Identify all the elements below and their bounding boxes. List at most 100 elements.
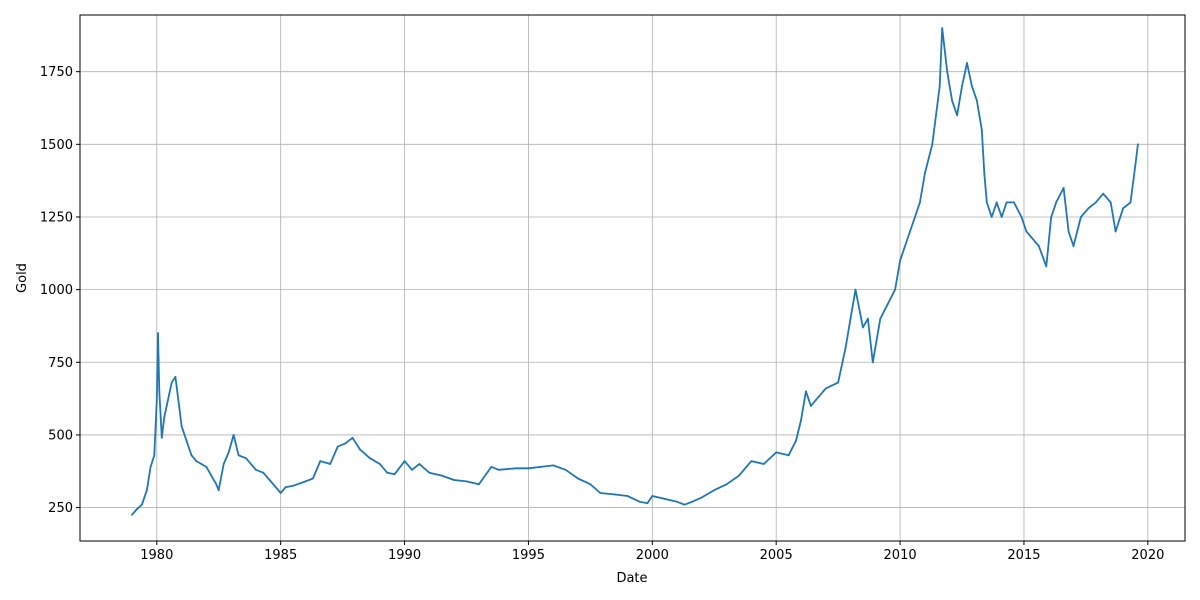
data-point	[938, 85, 941, 88]
data-point	[262, 471, 265, 474]
data-point	[1067, 230, 1070, 233]
data-point	[564, 468, 567, 471]
y-tick-label: 250	[48, 501, 73, 516]
series-layer	[131, 27, 1139, 516]
data-point	[1094, 201, 1097, 204]
data-point	[691, 500, 693, 503]
data-point	[369, 457, 371, 460]
data-point	[222, 463, 225, 465]
data-point	[894, 288, 896, 291]
data-point	[862, 326, 864, 329]
data-point	[386, 471, 389, 474]
data-point	[269, 480, 272, 483]
data-point	[976, 99, 978, 102]
data-point	[418, 463, 421, 465]
y-tick-label: 1250	[40, 210, 73, 225]
data-point	[626, 495, 629, 497]
data-point	[663, 498, 666, 500]
y-tick-label: 500	[48, 428, 73, 443]
data-point	[153, 454, 156, 457]
data-point	[1045, 265, 1048, 268]
y-tick-label: 750	[48, 356, 73, 371]
data-point	[168, 393, 171, 396]
data-point	[160, 436, 163, 439]
data-point	[701, 496, 703, 499]
data-point	[787, 454, 790, 457]
data-point	[465, 480, 468, 483]
data-point	[453, 479, 455, 481]
data-point	[971, 85, 973, 88]
data-point	[599, 492, 602, 494]
data-point	[867, 317, 869, 320]
data-point	[180, 425, 183, 428]
data-point	[200, 463, 203, 465]
data-point	[1134, 163, 1137, 166]
data-point	[795, 439, 797, 442]
data-point	[515, 467, 517, 470]
x-tick-label: 2005	[760, 548, 793, 563]
data-point	[170, 381, 173, 384]
series-0	[131, 27, 1139, 516]
data-point	[980, 128, 983, 131]
data-point	[854, 288, 857, 291]
data-point	[1030, 236, 1033, 239]
data-point	[131, 513, 133, 516]
x-tick-label: 1980	[140, 548, 173, 563]
data-point	[527, 467, 530, 470]
data-point	[336, 445, 339, 448]
data-point	[738, 474, 740, 477]
x-tick-label: 1985	[264, 548, 297, 563]
data-point	[215, 483, 218, 486]
data-point	[1055, 201, 1058, 204]
data-point	[1013, 201, 1015, 204]
data-point	[157, 332, 159, 335]
data-point	[411, 468, 413, 471]
data-point	[639, 500, 641, 503]
data-point	[1072, 245, 1075, 247]
data-point	[676, 500, 678, 503]
data-point	[824, 387, 827, 390]
series-line	[131, 27, 1139, 516]
data-point	[814, 399, 817, 401]
data-point	[899, 259, 901, 262]
data-point	[810, 405, 812, 407]
data-point	[227, 451, 230, 454]
data-point	[919, 201, 921, 204]
data-point	[879, 317, 882, 320]
data-point	[552, 464, 555, 467]
data-point	[1025, 230, 1028, 233]
x-axis: 1980 1985 1990 1995 2000 2005 2010 2015 2020	[140, 541, 1164, 563]
data-point	[539, 466, 542, 468]
y-axis-label: Gold	[15, 263, 30, 293]
data-point	[1050, 216, 1053, 218]
data-point	[1102, 192, 1105, 195]
data-point	[232, 434, 235, 436]
data-point	[155, 399, 158, 401]
data-point	[178, 405, 181, 407]
data-point	[217, 489, 220, 491]
y-tick-label: 1750	[40, 65, 73, 80]
data-point	[428, 471, 431, 474]
data-point	[762, 463, 765, 465]
data-point	[1000, 216, 1003, 218]
data-point	[837, 381, 839, 384]
y-tick-label: 1000	[40, 283, 73, 298]
data-point	[651, 495, 654, 497]
data-point	[351, 436, 354, 439]
data-point	[149, 466, 152, 468]
data-point	[985, 201, 988, 204]
data-point	[750, 460, 753, 462]
data-point	[849, 317, 852, 320]
data-point	[1037, 245, 1040, 247]
data-point	[284, 486, 287, 489]
data-point	[995, 201, 998, 204]
data-point	[775, 451, 778, 454]
data-point	[304, 480, 307, 483]
y-axis: 250 500 750 1000 1250 1500 1750	[40, 65, 80, 516]
data-point	[490, 466, 493, 468]
x-tick-label: 2020	[1131, 548, 1164, 563]
data-point	[1087, 207, 1090, 210]
data-point	[279, 492, 282, 494]
data-point	[614, 493, 617, 496]
